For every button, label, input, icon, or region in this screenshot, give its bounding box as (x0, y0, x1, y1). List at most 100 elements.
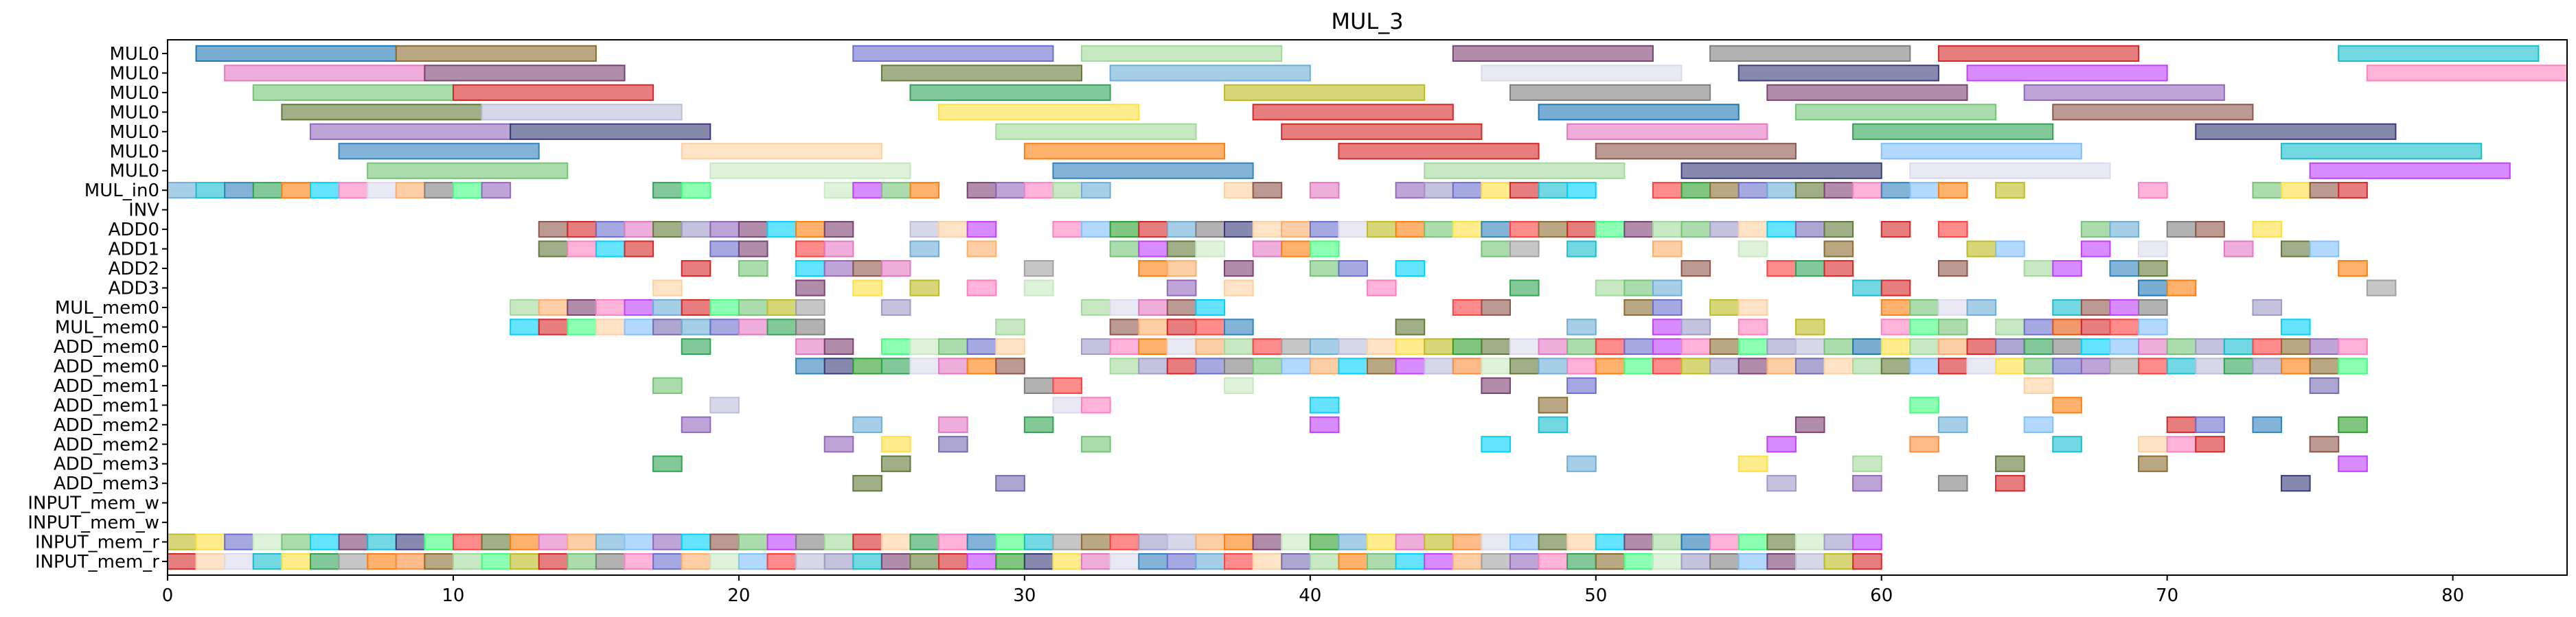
task-bar (1852, 533, 1882, 550)
task-bar (1395, 182, 1426, 199)
task-bar (1794, 182, 1825, 199)
task-bar (1595, 221, 1626, 238)
task-bar (1023, 533, 1054, 550)
task-bar (567, 240, 597, 257)
task-bar (510, 552, 540, 570)
task-bar (1338, 259, 1369, 277)
task-bar (681, 318, 711, 336)
task-bar (966, 338, 997, 356)
task-bar (1252, 358, 1283, 375)
task-bar (1680, 552, 1711, 570)
task-bar (880, 182, 911, 199)
task-bar (1195, 533, 1226, 550)
task-bar (1623, 299, 1654, 316)
task-bar (1195, 338, 1226, 356)
task-bar (795, 552, 825, 570)
task-bar (367, 552, 397, 570)
task-bar (1023, 143, 1226, 160)
task-bar (652, 377, 683, 394)
task-bar (2138, 455, 2168, 472)
task-bar (1995, 455, 2025, 472)
y-tick-label: MUL0 (110, 44, 160, 65)
task-bar (1680, 338, 1711, 356)
task-bar (1424, 338, 1454, 356)
task-bar (2023, 318, 2054, 336)
task-bar (1281, 533, 1311, 550)
task-bar (2223, 358, 2254, 375)
task-bar (2080, 358, 2111, 375)
task-bar (2252, 416, 2283, 433)
task-bar (738, 533, 768, 550)
task-bar (2195, 221, 2225, 238)
task-bar (2052, 299, 2082, 316)
task-bar (1138, 221, 1168, 238)
x-tick-label: 30 (1013, 585, 1036, 606)
task-bar (2080, 299, 2111, 316)
task-bar (2052, 397, 2082, 414)
task-bar (795, 533, 825, 550)
task-bar (1937, 475, 1968, 492)
task-bar (224, 552, 254, 570)
task-bar (966, 358, 997, 375)
y-tick-label: INPUT_mem_w (27, 493, 159, 514)
task-bar (624, 552, 654, 570)
task-bar (1338, 533, 1369, 550)
task-bar (481, 182, 512, 199)
task-bar (652, 299, 683, 316)
task-bar (1481, 358, 1511, 375)
task-bar (709, 221, 740, 238)
task-bar (1481, 221, 1511, 238)
task-bar (2309, 182, 2340, 199)
y-tick-label: MUL_in0 (84, 181, 159, 201)
task-bar (823, 533, 854, 550)
task-bar (909, 279, 940, 296)
task-bar (1766, 338, 1797, 356)
task-bar (2281, 358, 2311, 375)
task-bar (452, 533, 483, 550)
task-bar (1709, 45, 1911, 62)
task-bar (880, 259, 911, 277)
task-bar (424, 533, 454, 550)
task-bar (1481, 182, 1511, 199)
task-bar (481, 533, 512, 550)
task-bar (2023, 259, 2054, 277)
y-tick-label: ADD_mem1 (54, 395, 159, 416)
task-bar (395, 182, 426, 199)
task-bar (1481, 533, 1511, 550)
task-bar (2109, 318, 2140, 336)
task-bar (995, 182, 1025, 199)
task-bar (1652, 552, 1683, 570)
task-bar (1937, 45, 2140, 62)
x-tick-label: 40 (1299, 585, 1321, 606)
task-bar (309, 123, 512, 140)
task-bar (1566, 338, 1597, 356)
task-bar (795, 221, 825, 238)
task-bar (1680, 182, 1711, 199)
task-bar (1966, 65, 2168, 82)
task-bar (1138, 299, 1168, 316)
task-bar (1880, 299, 1911, 316)
task-bar (1195, 318, 1226, 336)
y-tick-label: ADD3 (109, 279, 159, 299)
task-bar (2080, 338, 2111, 356)
plot-frame (167, 39, 2568, 576)
task-bar (1995, 182, 2025, 199)
task-bar (1538, 533, 1569, 550)
task-bar (1794, 259, 1825, 277)
task-bar (2309, 436, 2340, 453)
task-bar (1538, 358, 1569, 375)
task-bar (538, 240, 569, 257)
task-bar (195, 182, 226, 199)
task-bar (1509, 552, 1540, 570)
task-bar (795, 299, 825, 316)
task-bar (1623, 552, 1654, 570)
task-bar (1481, 552, 1511, 570)
task-bar (1252, 221, 1283, 238)
task-bar (2052, 104, 2254, 121)
task-bar (1309, 416, 1340, 433)
task-bar (1680, 259, 1711, 277)
task-bar (995, 358, 1025, 375)
task-bar (1023, 182, 1054, 199)
task-bar (1966, 299, 1997, 316)
task-bar (624, 318, 654, 336)
